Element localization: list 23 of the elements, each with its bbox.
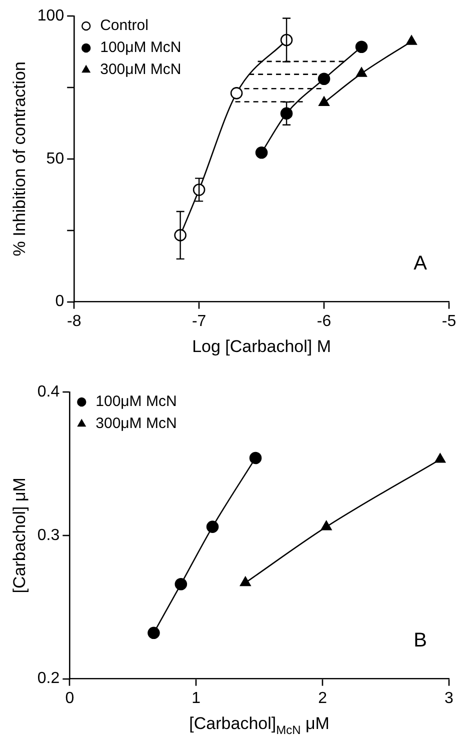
x-tick-label: -8	[66, 312, 82, 330]
x-tick-label: 1	[192, 690, 201, 707]
legend-label: 100μM McN	[96, 393, 177, 410]
y-tick-label: 0.3	[37, 526, 60, 544]
y-tick-label: 0.2	[37, 670, 60, 688]
annotation: B	[414, 629, 427, 652]
y-axis-title: % Inhibition of contraction	[10, 62, 29, 256]
x-axis-title: Log [Carbachol] M	[192, 337, 331, 356]
y-tick-label: 50	[46, 150, 64, 168]
x-tick-label: 3	[444, 690, 454, 707]
legend-label: 300μM McN	[100, 61, 182, 78]
y-tick-label: 100	[37, 7, 64, 24]
x-tick-label: -6	[316, 312, 332, 330]
annotation: A	[414, 252, 428, 274]
legend-label: 100μM McN	[100, 39, 182, 56]
y-axis-title: [Carbachol] μM	[10, 478, 29, 594]
legend-label: Control	[100, 17, 148, 34]
x-tick-label: 2	[318, 690, 328, 707]
legend-label: 300μM McN	[96, 415, 177, 432]
y-tick-label: 0.4	[37, 383, 60, 400]
x-tick-label: -5	[442, 312, 456, 330]
x-tick-label: -7	[192, 312, 206, 330]
y-tick-label: 0	[55, 293, 64, 310]
